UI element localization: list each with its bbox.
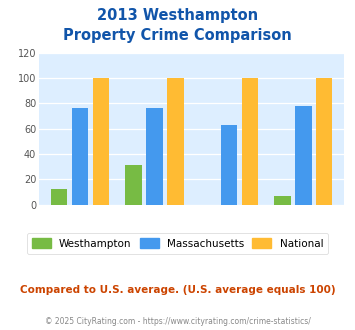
Bar: [51, 189, 67, 205]
Bar: [274, 196, 291, 205]
Text: Property Crime Comparison: Property Crime Comparison: [63, 28, 292, 43]
Bar: [72, 109, 88, 205]
Text: 2013 Westhampton: 2013 Westhampton: [97, 8, 258, 23]
Text: Compared to U.S. average. (U.S. average equals 100): Compared to U.S. average. (U.S. average …: [20, 285, 335, 295]
Bar: [167, 78, 184, 205]
Bar: [316, 78, 332, 205]
Bar: [146, 109, 163, 205]
Bar: [125, 165, 142, 205]
Text: © 2025 CityRating.com - https://www.cityrating.com/crime-statistics/: © 2025 CityRating.com - https://www.city…: [45, 317, 310, 326]
Legend: Westhampton, Massachusetts, National: Westhampton, Massachusetts, National: [27, 233, 328, 254]
Bar: [221, 125, 237, 205]
Bar: [93, 78, 109, 205]
Bar: [242, 78, 258, 205]
Bar: [295, 106, 312, 205]
